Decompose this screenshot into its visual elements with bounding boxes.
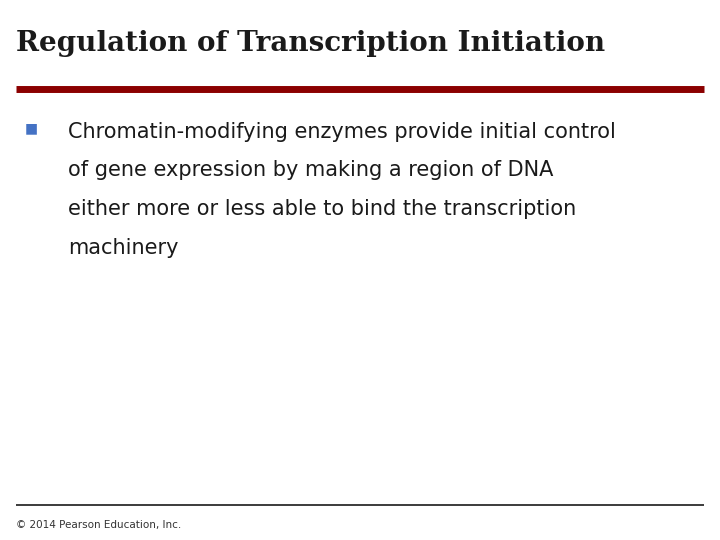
Text: of gene expression by making a region of DNA: of gene expression by making a region of… (68, 160, 554, 180)
Text: Chromatin-modifying enzymes provide initial control: Chromatin-modifying enzymes provide init… (68, 122, 616, 141)
Text: ■: ■ (25, 122, 38, 136)
Text: machinery: machinery (68, 238, 179, 258)
Text: either more or less able to bind the transcription: either more or less able to bind the tra… (68, 199, 577, 219)
Text: Regulation of Transcription Initiation: Regulation of Transcription Initiation (16, 30, 605, 57)
Text: © 2014 Pearson Education, Inc.: © 2014 Pearson Education, Inc. (16, 520, 181, 530)
